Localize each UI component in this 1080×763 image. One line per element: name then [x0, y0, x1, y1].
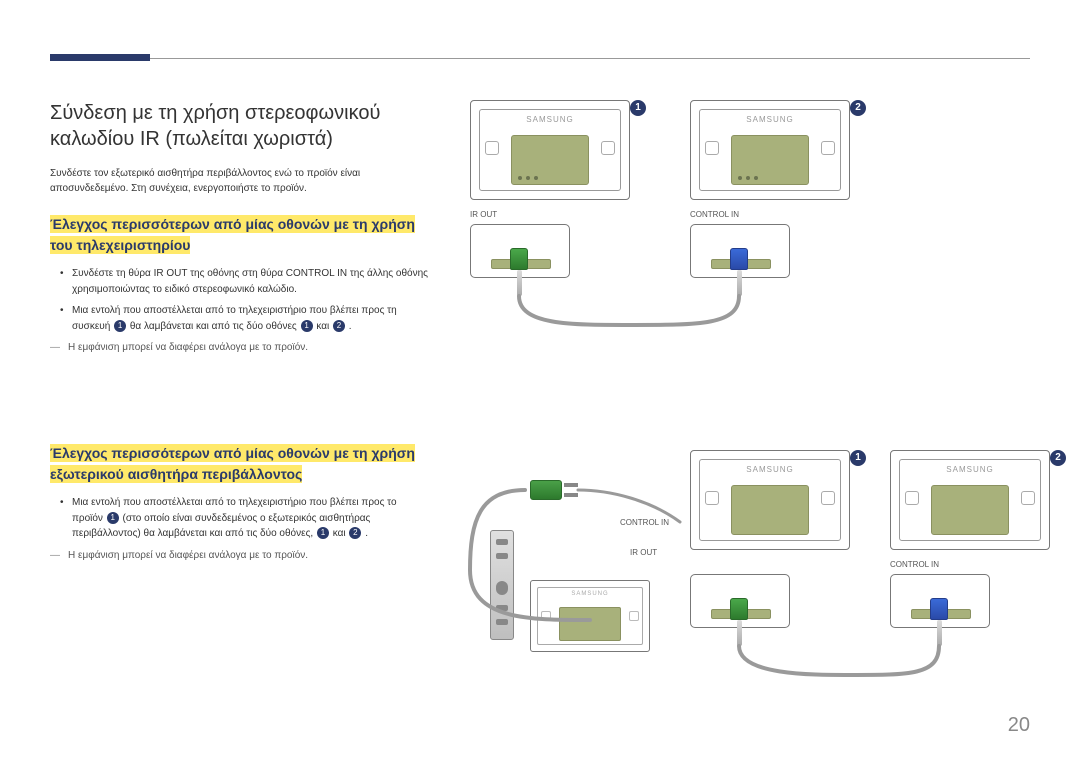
bullet-item: Μια εντολή που αποστέλλεται από το τηλεχ…	[60, 495, 430, 542]
main-title: Σύνδεση με τη χρήση στερεοφωνικού καλωδί…	[50, 100, 430, 152]
brand-logo: SAMSUNG	[891, 465, 1049, 474]
badge-2-icon: 2	[1050, 450, 1066, 466]
diagram-2: SAMSUNG 1 SAMSUNG 2 SAMSUNG CONTROL IN I…	[470, 450, 1060, 690]
control-in-label: CONTROL IN	[890, 560, 939, 569]
brand-logo: SAMSUNG	[471, 115, 629, 124]
section1-bullets: Συνδέστε τη θύρα IR OUT της οθόνης στη θ…	[60, 266, 430, 334]
section2-bullets: Μια εντολή που αποστέλλεται από το τηλεχ…	[60, 495, 430, 542]
monitor-back-1: SAMSUNG	[470, 100, 630, 200]
monitor-small-1: SAMSUNG	[530, 580, 650, 652]
jack-green-icon	[510, 248, 528, 296]
badge-1-icon: 1	[114, 320, 126, 332]
bullet-item: Συνδέστε τη θύρα IR OUT της οθόνης στη θ…	[60, 266, 430, 297]
bullet-item: Μια εντολή που αποστέλλεται από το τηλεχ…	[60, 303, 430, 334]
section1-title: Έλεγχος περισσότερων από μίας οθονών με …	[50, 214, 430, 256]
header-accent-bar	[50, 54, 150, 61]
badge-1-icon: 1	[850, 450, 866, 466]
control-in-label: CONTROL IN	[620, 518, 669, 527]
brand-logo: SAMSUNG	[691, 115, 849, 124]
page-number: 20	[1008, 714, 1030, 737]
section1-note: Η εμφάνιση μπορεί να διαφέρει ανάλογα με…	[50, 342, 430, 353]
jack-blue-icon	[930, 598, 948, 646]
ir-out-label: IR OUT	[470, 210, 497, 219]
badge-1-icon: 1	[317, 527, 329, 539]
brand-logo: SAMSUNG	[691, 465, 849, 474]
remote-icon	[490, 530, 514, 640]
monitor-back-2: SAMSUNG	[690, 100, 850, 200]
badge-1-icon: 1	[630, 100, 646, 116]
intro-paragraph: Συνδέστε τον εξωτερικό αισθητήρα περιβάλ…	[50, 166, 430, 196]
control-in-label: CONTROL IN	[690, 210, 739, 219]
section2-note: Η εμφάνιση μπορεί να διαφέρει ανάλογα με…	[50, 550, 430, 561]
sensor-plug-icon	[530, 480, 578, 500]
header-rule	[50, 58, 1030, 59]
section2-title: Έλεγχος περισσότερων από μίας οθονών με …	[50, 443, 430, 485]
ir-out-label: IR OUT	[630, 548, 657, 557]
monitor-back-3: SAMSUNG	[690, 450, 850, 550]
badge-2-icon: 2	[333, 320, 345, 332]
diagram-1: SAMSUNG 1 SAMSUNG 2 IR OUT CONTROL IN	[470, 100, 1030, 340]
jack-blue-icon	[730, 248, 748, 296]
badge-2-icon: 2	[850, 100, 866, 116]
badge-2-icon: 2	[349, 527, 361, 539]
section2: Έλεγχος περισσότερων από μίας οθονών με …	[50, 443, 430, 561]
text-column: Σύνδεση με τη χρήση στερεοφωνικού καλωδί…	[50, 100, 430, 561]
jack-green-icon	[730, 598, 748, 646]
monitor-back-4: SAMSUNG	[890, 450, 1050, 550]
badge-1-icon: 1	[301, 320, 313, 332]
badge-1-icon: 1	[107, 512, 119, 524]
